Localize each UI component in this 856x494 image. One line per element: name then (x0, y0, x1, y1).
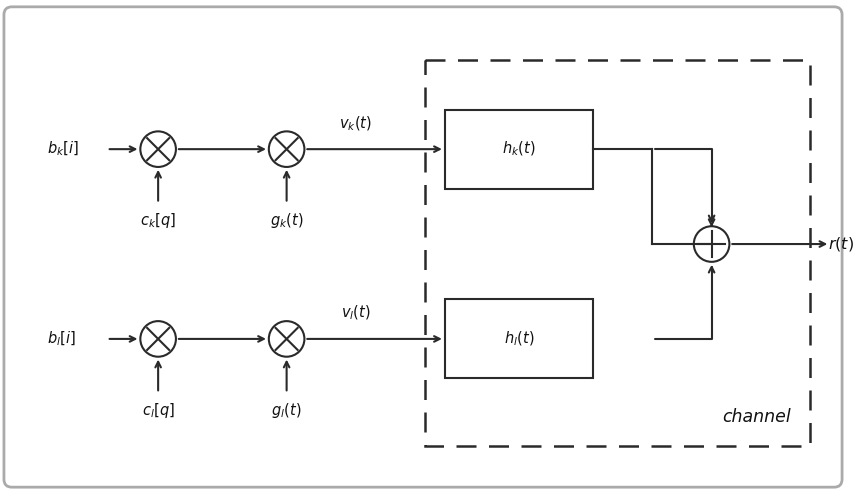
Text: $g_k(t)$: $g_k(t)$ (270, 211, 303, 230)
Text: $g_l(t)$: $g_l(t)$ (271, 401, 302, 419)
Text: $c_k[q]$: $c_k[q]$ (140, 211, 176, 230)
Text: $r(t)$: $r(t)$ (829, 235, 854, 253)
FancyBboxPatch shape (445, 110, 593, 189)
FancyBboxPatch shape (445, 299, 593, 378)
FancyBboxPatch shape (4, 7, 842, 487)
Text: $v_l(t)$: $v_l(t)$ (341, 304, 371, 323)
Text: $b_k[i]$: $b_k[i]$ (47, 140, 80, 159)
Text: $h_l(t)$: $h_l(t)$ (503, 329, 534, 348)
Text: $h_k(t)$: $h_k(t)$ (502, 140, 536, 159)
Text: channel: channel (722, 408, 791, 426)
Text: $c_l[q]$: $c_l[q]$ (142, 401, 175, 419)
Text: $v_k(t)$: $v_k(t)$ (339, 114, 372, 133)
Text: $b_l[i]$: $b_l[i]$ (47, 329, 76, 348)
